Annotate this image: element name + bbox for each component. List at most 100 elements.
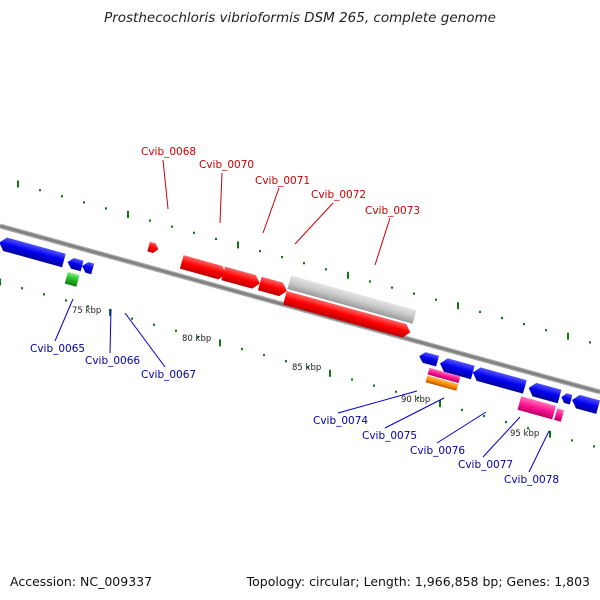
genome-title: Prosthecochloris vibrioformis DSM 265, c… (104, 10, 496, 26)
major-tick (567, 332, 569, 340)
minor-tick (391, 286, 393, 289)
gene-cvib-0073[interactable] (283, 290, 412, 339)
minor-tick (589, 341, 591, 344)
label-cvib-0075: Cvib_0075 (362, 430, 417, 442)
minor-tick (545, 329, 547, 332)
gene-cvib-0073-pseudo[interactable] (287, 275, 417, 324)
minor-tick (285, 360, 287, 363)
major-tick (127, 210, 129, 218)
gene-cvib-0072[interactable] (257, 276, 289, 298)
label-cvib-0066: Cvib_0066 (85, 355, 140, 367)
minor-tick (435, 298, 437, 301)
minor-tick (303, 262, 305, 265)
minor-tick (281, 256, 283, 259)
label-cvib-0070: Cvib_0070 (199, 159, 254, 171)
minor-tick (325, 268, 327, 271)
lower-tick-track (0, 278, 595, 448)
minor-tick (413, 292, 415, 295)
minor-tick (87, 305, 89, 308)
minor-tick (461, 408, 463, 411)
minor-tick (395, 390, 397, 393)
gene-cvib-0066-rev[interactable] (66, 257, 84, 272)
minor-tick (61, 195, 63, 198)
gene-cvib-0071[interactable] (221, 266, 261, 291)
minor-tick (149, 219, 151, 222)
label-cvib-0068: Cvib_0068 (141, 146, 196, 158)
gene-cvib-0067[interactable] (81, 261, 95, 275)
major-tick (219, 339, 221, 347)
label-cvib-0076: Cvib_0076 (410, 445, 465, 457)
minor-tick (263, 354, 265, 357)
minor-tick (483, 414, 485, 418)
minor-tick (175, 329, 177, 332)
scale-label-75kbp: 75 kbp (72, 306, 101, 316)
minor-tick (131, 317, 133, 320)
gene-cvib-0076[interactable] (471, 366, 527, 394)
major-tick (347, 271, 349, 279)
genome-summary-text: Topology: circular; Length: 1,966,858 bp… (246, 574, 590, 589)
minor-tick (593, 445, 595, 448)
label-cvib-0078: Cvib_0078 (504, 474, 559, 486)
gene-cvib-0066[interactable] (64, 271, 80, 287)
label-cvib-0065: Cvib_0065 (30, 343, 85, 355)
label-cvib-0073: Cvib_0073 (365, 205, 420, 217)
gene-cvib-0068[interactable] (147, 241, 159, 254)
major-tick (109, 308, 111, 316)
minor-tick (215, 237, 217, 240)
minor-tick (527, 427, 529, 430)
scale-label-80kbp: 80 kbp (182, 334, 211, 344)
minor-tick (105, 207, 107, 210)
gene-cvib-0079[interactable] (570, 393, 600, 414)
label-cvib-0072: Cvib_0072 (311, 189, 366, 201)
minor-tick (505, 421, 507, 424)
scale-label-95kbp: 95 kbp (510, 429, 539, 439)
label-cvib-0074: Cvib_0074 (313, 415, 368, 427)
minor-tick (153, 323, 155, 326)
bottom-leader-lines (54, 298, 550, 473)
minor-tick (193, 231, 195, 234)
label-cvib-0077: Cvib_0077 (458, 459, 513, 471)
minor-tick (417, 396, 419, 399)
minor-tick (501, 316, 503, 320)
major-tick (0, 278, 1, 286)
minor-tick (21, 287, 23, 290)
minor-tick (369, 280, 371, 283)
minor-tick (39, 189, 41, 192)
upper-tick-track (17, 180, 591, 344)
major-tick (457, 302, 459, 310)
minor-tick (479, 310, 481, 313)
label-cvib-0067: Cvib_0067 (141, 369, 196, 381)
minor-tick (65, 299, 67, 302)
top-leader-lines (162, 159, 391, 266)
minor-tick (197, 335, 199, 338)
minor-tick (43, 293, 45, 296)
label-cvib-0071: Cvib_0071 (255, 175, 310, 187)
gene-cvib-0074-orange[interactable] (425, 375, 459, 391)
minor-tick (83, 201, 85, 204)
gene-cvib-0065[interactable] (0, 236, 66, 268)
major-tick (329, 369, 331, 377)
accession-text: Accession: NC_009337 (10, 574, 153, 589)
major-tick (17, 180, 19, 188)
major-tick (439, 400, 441, 408)
minor-tick (523, 323, 525, 326)
gene-cvib-0078-rev[interactable] (560, 392, 573, 405)
minor-tick (307, 366, 309, 369)
scale-label-90kbp: 90 kbp (401, 395, 430, 405)
gene-cvib-0077-pink[interactable] (517, 396, 556, 420)
gene-cvib-0074-pink[interactable] (427, 367, 461, 384)
gene-cvib-0077[interactable] (527, 381, 562, 404)
gene-cvib-0074[interactable] (418, 351, 440, 367)
scale-label-85kbp: 85 kbp (292, 363, 321, 373)
gene-cvib-0078[interactable] (554, 408, 565, 422)
minor-tick (571, 439, 573, 442)
minor-tick (373, 384, 375, 387)
major-tick (237, 241, 239, 249)
minor-tick (351, 378, 353, 381)
gene-cvib-0075[interactable] (438, 357, 475, 380)
minor-tick (241, 348, 243, 351)
major-tick (549, 430, 551, 438)
gene-cvib-0070[interactable] (179, 255, 228, 281)
minor-tick (171, 225, 173, 228)
